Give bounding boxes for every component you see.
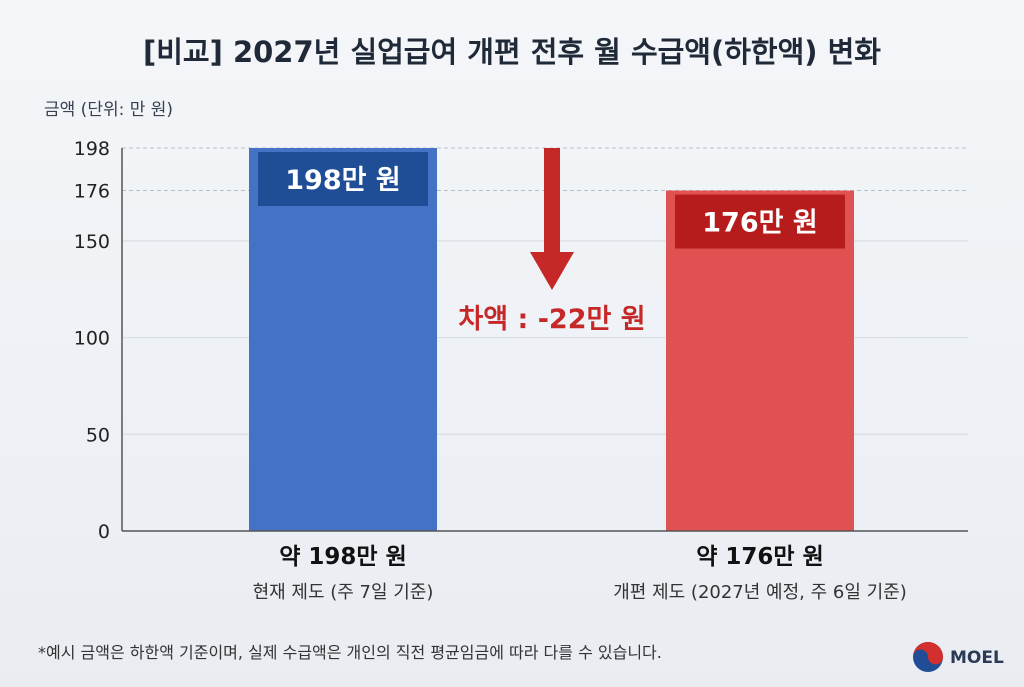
bar-value-label-2: 176만 원	[702, 208, 817, 239]
moel-logo: MOEL	[913, 642, 1004, 672]
taegeuk-icon	[913, 642, 943, 672]
bar-1	[249, 148, 437, 531]
category-sub-label-2: 개편 제도 (2027년 예정, 주 6일 기준)	[613, 582, 907, 603]
category-main-label-2: 약 176만 원	[696, 544, 824, 570]
y-tick-label-50: 50	[86, 424, 110, 446]
y-tick-label-150: 150	[74, 231, 110, 253]
y-tick-label-198: 198	[74, 138, 110, 160]
bar-label-bg-2	[675, 194, 845, 249]
difference-label: 차액 : -22만 원	[458, 304, 645, 335]
unit-label: 금액 (단위: 만 원)	[44, 100, 173, 120]
category-sub-label-1: 현재 제도 (주 7일 기준)	[253, 582, 434, 603]
y-tick-label-100: 100	[74, 328, 110, 350]
y-tick-labels: 0 50 100 150 176 198	[74, 138, 110, 543]
bar-label-bg-1	[258, 152, 428, 206]
logo-text: MOEL	[950, 648, 1004, 668]
difference-arrow	[530, 148, 574, 290]
y-tick-label-176: 176	[74, 181, 110, 203]
bar-value-label-1: 198만 원	[285, 165, 400, 196]
footnote: *예시 금액은 하한액 기준이며, 실제 수급액은 개인의 직전 평균임금에 따…	[38, 643, 662, 662]
chart-title: [비교] 2027년 실업급여 개편 전후 월 수급액(하한액) 변화	[143, 35, 881, 69]
y-tick-label-0: 0	[98, 521, 110, 543]
bars: 198만 원 176만 원	[249, 148, 854, 532]
category-labels: 약 198만 원현재 제도 (주 7일 기준) 약 176만 원개편 제도 (20…	[253, 544, 907, 603]
category-main-label-1: 약 198만 원	[279, 544, 407, 570]
